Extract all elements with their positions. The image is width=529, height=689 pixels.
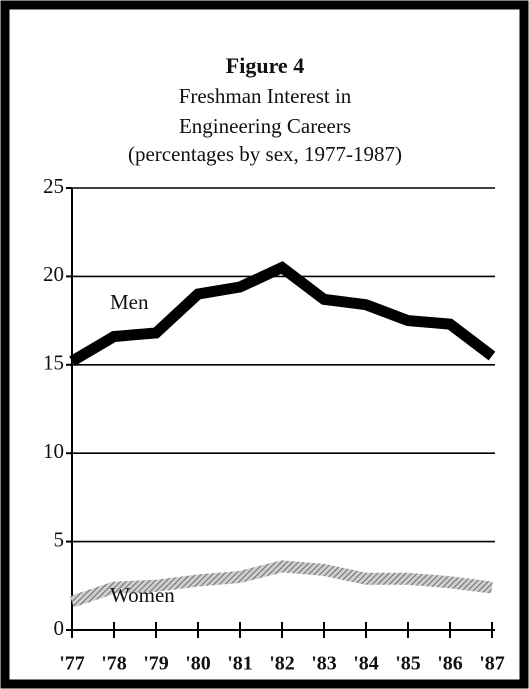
series-label: Women bbox=[110, 583, 175, 607]
y-tick-label: 5 bbox=[54, 527, 65, 551]
x-tick-label: '87 bbox=[479, 653, 505, 675]
x-tick-label: '80 bbox=[185, 653, 211, 675]
chart-subtitle: (percentages by sex, 1977-1987) bbox=[128, 142, 402, 166]
y-tick-label: 25 bbox=[43, 174, 64, 198]
series-line bbox=[70, 560, 493, 608]
x-tick-label: '81 bbox=[227, 653, 253, 675]
x-tick-label: '83 bbox=[311, 653, 337, 675]
x-tick-label: '79 bbox=[143, 653, 169, 675]
x-tick-label: '84 bbox=[353, 653, 379, 675]
y-tick-label: 20 bbox=[43, 262, 64, 286]
series-label: Men bbox=[110, 290, 149, 314]
y-tick-label: 0 bbox=[54, 616, 65, 640]
x-tick-label: '77 bbox=[59, 653, 85, 675]
chart-title: Figure 4 bbox=[226, 53, 304, 78]
y-tick-label: 10 bbox=[43, 439, 64, 463]
y-tick-label: 15 bbox=[43, 351, 64, 375]
x-tick-label: '86 bbox=[437, 653, 463, 675]
chart-subtitle: Engineering Careers bbox=[179, 114, 351, 138]
chart-subtitle: Freshman Interest in bbox=[179, 84, 352, 108]
series-line bbox=[69, 261, 496, 367]
x-tick-label: '82 bbox=[269, 653, 295, 675]
x-tick-label: '85 bbox=[395, 653, 421, 675]
x-tick-label: '78 bbox=[101, 653, 127, 675]
